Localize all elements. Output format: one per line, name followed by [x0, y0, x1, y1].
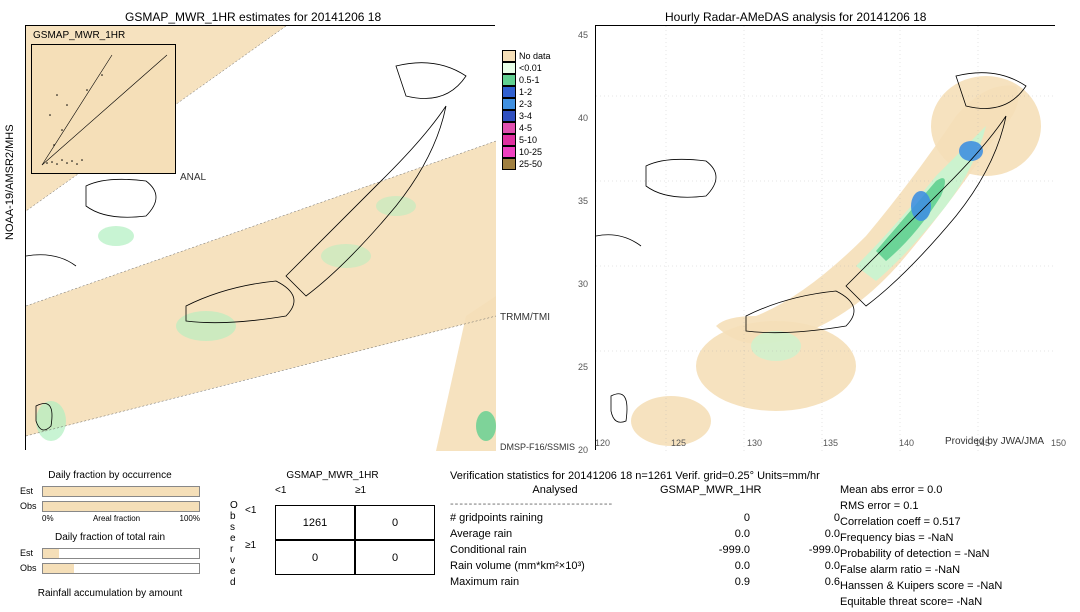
- cont-cell: 0: [355, 505, 435, 540]
- right-map-title: Hourly Radar-AMeDAS analysis for 2014120…: [665, 10, 926, 24]
- tot-title: Daily fraction of total rain: [20, 532, 200, 543]
- legend-item: 5-10: [502, 134, 587, 146]
- scatter-inset: [31, 44, 176, 174]
- stat-line: False alarm ratio = -NaN: [840, 564, 1050, 580]
- verification-stats: Verification statistics for 20141206 18 …: [450, 470, 1050, 612]
- legend-item: 2-3: [502, 98, 587, 110]
- legend-item: 0.5-1: [502, 74, 587, 86]
- est-label: Est: [20, 486, 42, 496]
- legend-item: 25-50: [502, 158, 587, 170]
- obs-label: Obs: [20, 501, 42, 511]
- left-map-ylabel: NOAA-19/AMSR2/MHS: [4, 124, 16, 240]
- cont-cell: 0: [355, 540, 435, 575]
- stat-line: Hanssen & Kuipers score = -NaN: [840, 580, 1050, 596]
- left-map-title: GSMAP_MWR_1HR estimates for 20141206 18: [125, 10, 381, 24]
- provided-by: Provided by JWA/JMA: [945, 436, 1044, 447]
- verif-row: # gridpoints raining00: [450, 512, 840, 528]
- legend-item: 1-2: [502, 86, 587, 98]
- stat-line: Equitable threat score= -NaN: [840, 596, 1050, 612]
- acc-title: Rainfall accumulation by amount: [20, 588, 200, 599]
- legend-item: 10-25: [502, 146, 587, 158]
- swath1-label: TRMM/TMI: [500, 312, 550, 323]
- verif-row: Conditional rain-999.0-999.0: [450, 544, 840, 560]
- swath2-label: DMSP-F16/SSMIS: [500, 442, 575, 452]
- observed-label: Observed: [230, 500, 238, 588]
- inset-title: GSMAP_MWR_1HR: [33, 30, 125, 41]
- legend-item: 4-5: [502, 122, 587, 134]
- verif-row: Rain volume (mm*km²×10³)0.00.0: [450, 560, 840, 576]
- stat-line: Mean abs error = 0.0: [840, 484, 1050, 500]
- verif-row: Maximum rain0.90.6: [450, 576, 840, 592]
- legend-item: <0.01: [502, 62, 587, 74]
- contingency-table: GSMAP_MWR_1HR <1 ≥1 <1 1261 0 ≥1 0 0: [245, 470, 435, 575]
- anal-label: ANAL: [180, 172, 206, 183]
- cont-cell: 0: [275, 540, 355, 575]
- occ-title: Daily fraction by occurrence: [20, 470, 200, 481]
- stat-line: Probability of detection = -NaN: [840, 548, 1050, 564]
- cont-cell: 1261: [275, 505, 355, 540]
- right-map: [595, 25, 1055, 450]
- verif-row: Average rain0.00.0: [450, 528, 840, 544]
- legend-item: 3-4: [502, 110, 587, 122]
- stat-line: RMS error = 0.1: [840, 500, 1050, 516]
- legend: No data<0.010.5-11-22-33-44-55-1010-2525…: [502, 50, 587, 170]
- legend-item: No data: [502, 50, 587, 62]
- stat-line: Frequency bias = -NaN: [840, 532, 1050, 548]
- stat-line: Correlation coeff = 0.517: [840, 516, 1050, 532]
